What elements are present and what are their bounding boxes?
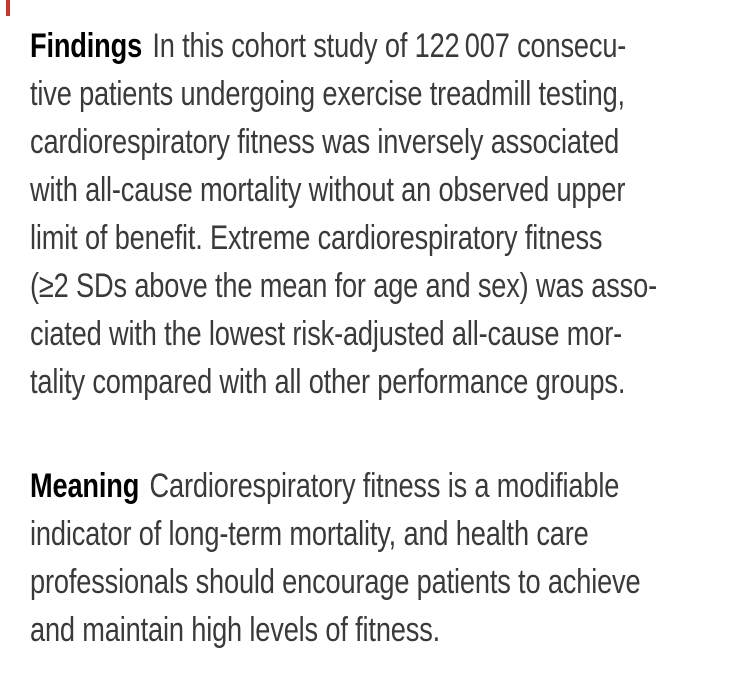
text-line: tive patients undergoing exercise treadm… xyxy=(30,75,625,113)
findings-paragraph: Findings In this cohort study of 122 007 … xyxy=(30,22,750,406)
red-accent-dash xyxy=(6,0,10,16)
text-line: with all-cause mortality without an obse… xyxy=(30,171,626,209)
text-line: cardiorespiratory fitness was inversely … xyxy=(30,123,620,161)
text-line: and maintain high levels of fitness. xyxy=(30,611,441,649)
text-line: Findings In this cohort study of 122 007 … xyxy=(30,22,750,70)
text-line: professionals should encourage patients … xyxy=(30,563,641,601)
meaning-label: Meaning xyxy=(30,467,140,505)
findings-label: Findings xyxy=(30,27,143,65)
text-line: (≥2 SDs above the mean for age and sex) … xyxy=(30,267,657,305)
text-line-content: Cardiorespiratory fitness is a modifiabl… xyxy=(149,467,620,505)
text-line: tality compared with all other performan… xyxy=(30,363,626,401)
text-line: Meaning Cardiorespiratory fitness is a mo… xyxy=(30,462,750,510)
meaning-paragraph: Meaning Cardiorespiratory fitness is a mo… xyxy=(30,462,750,654)
key-points-text: Findings In this cohort study of 122 007 … xyxy=(30,22,750,654)
text-line: limit of benefit. Extreme cardiorespirat… xyxy=(30,219,603,257)
text-line-content: In this cohort study of 122 007 consecu- xyxy=(152,27,627,65)
text-line: ciated with the lowest risk-adjusted all… xyxy=(30,315,622,353)
text-line: indicator of long-term mortality, and he… xyxy=(30,515,589,553)
